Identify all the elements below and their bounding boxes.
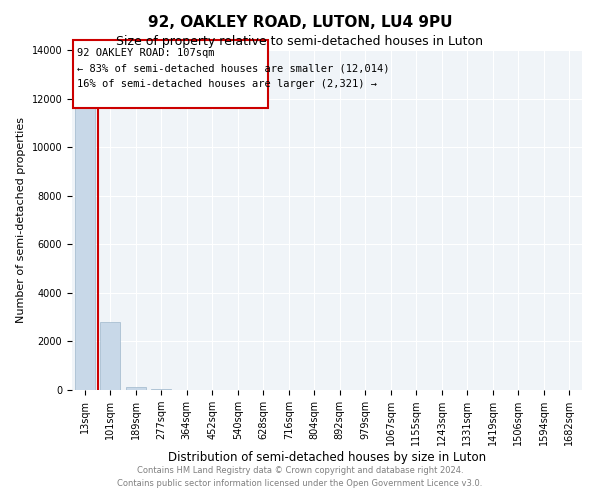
Text: Size of property relative to semi-detached houses in Luton: Size of property relative to semi-detach…: [116, 35, 484, 48]
Bar: [74, 70, 95, 390]
FancyBboxPatch shape: [73, 40, 268, 108]
Text: 92, OAKLEY ROAD, LUTON, LU4 9PU: 92, OAKLEY ROAD, LUTON, LU4 9PU: [148, 15, 452, 30]
Bar: [100, 322, 121, 390]
Text: 92 OAKLEY ROAD: 107sqm: 92 OAKLEY ROAD: 107sqm: [77, 48, 215, 58]
Bar: [125, 387, 146, 390]
Text: ← 83% of semi-detached houses are smaller (12,014): ← 83% of semi-detached houses are smalle…: [77, 64, 389, 74]
Text: 16% of semi-detached houses are larger (2,321) →: 16% of semi-detached houses are larger (…: [77, 79, 377, 89]
X-axis label: Distribution of semi-detached houses by size in Luton: Distribution of semi-detached houses by …: [168, 451, 486, 464]
Y-axis label: Number of semi-detached properties: Number of semi-detached properties: [16, 117, 26, 323]
Text: Contains HM Land Registry data © Crown copyright and database right 2024.
Contai: Contains HM Land Registry data © Crown c…: [118, 466, 482, 487]
